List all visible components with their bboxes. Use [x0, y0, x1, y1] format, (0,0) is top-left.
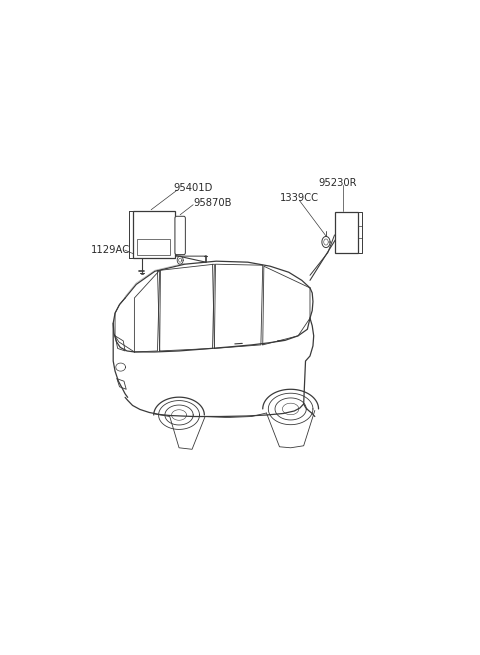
Text: 95870B: 95870B [193, 198, 232, 208]
FancyBboxPatch shape [175, 216, 185, 255]
Text: 1129AC: 1129AC [91, 245, 130, 255]
Bar [335, 212, 358, 253]
Text: 95230R: 95230R [319, 178, 357, 188]
Bar [132, 212, 175, 257]
Text: 1339CC: 1339CC [280, 193, 319, 203]
Text: 95401D: 95401D [173, 183, 213, 193]
Bar [137, 239, 170, 255]
